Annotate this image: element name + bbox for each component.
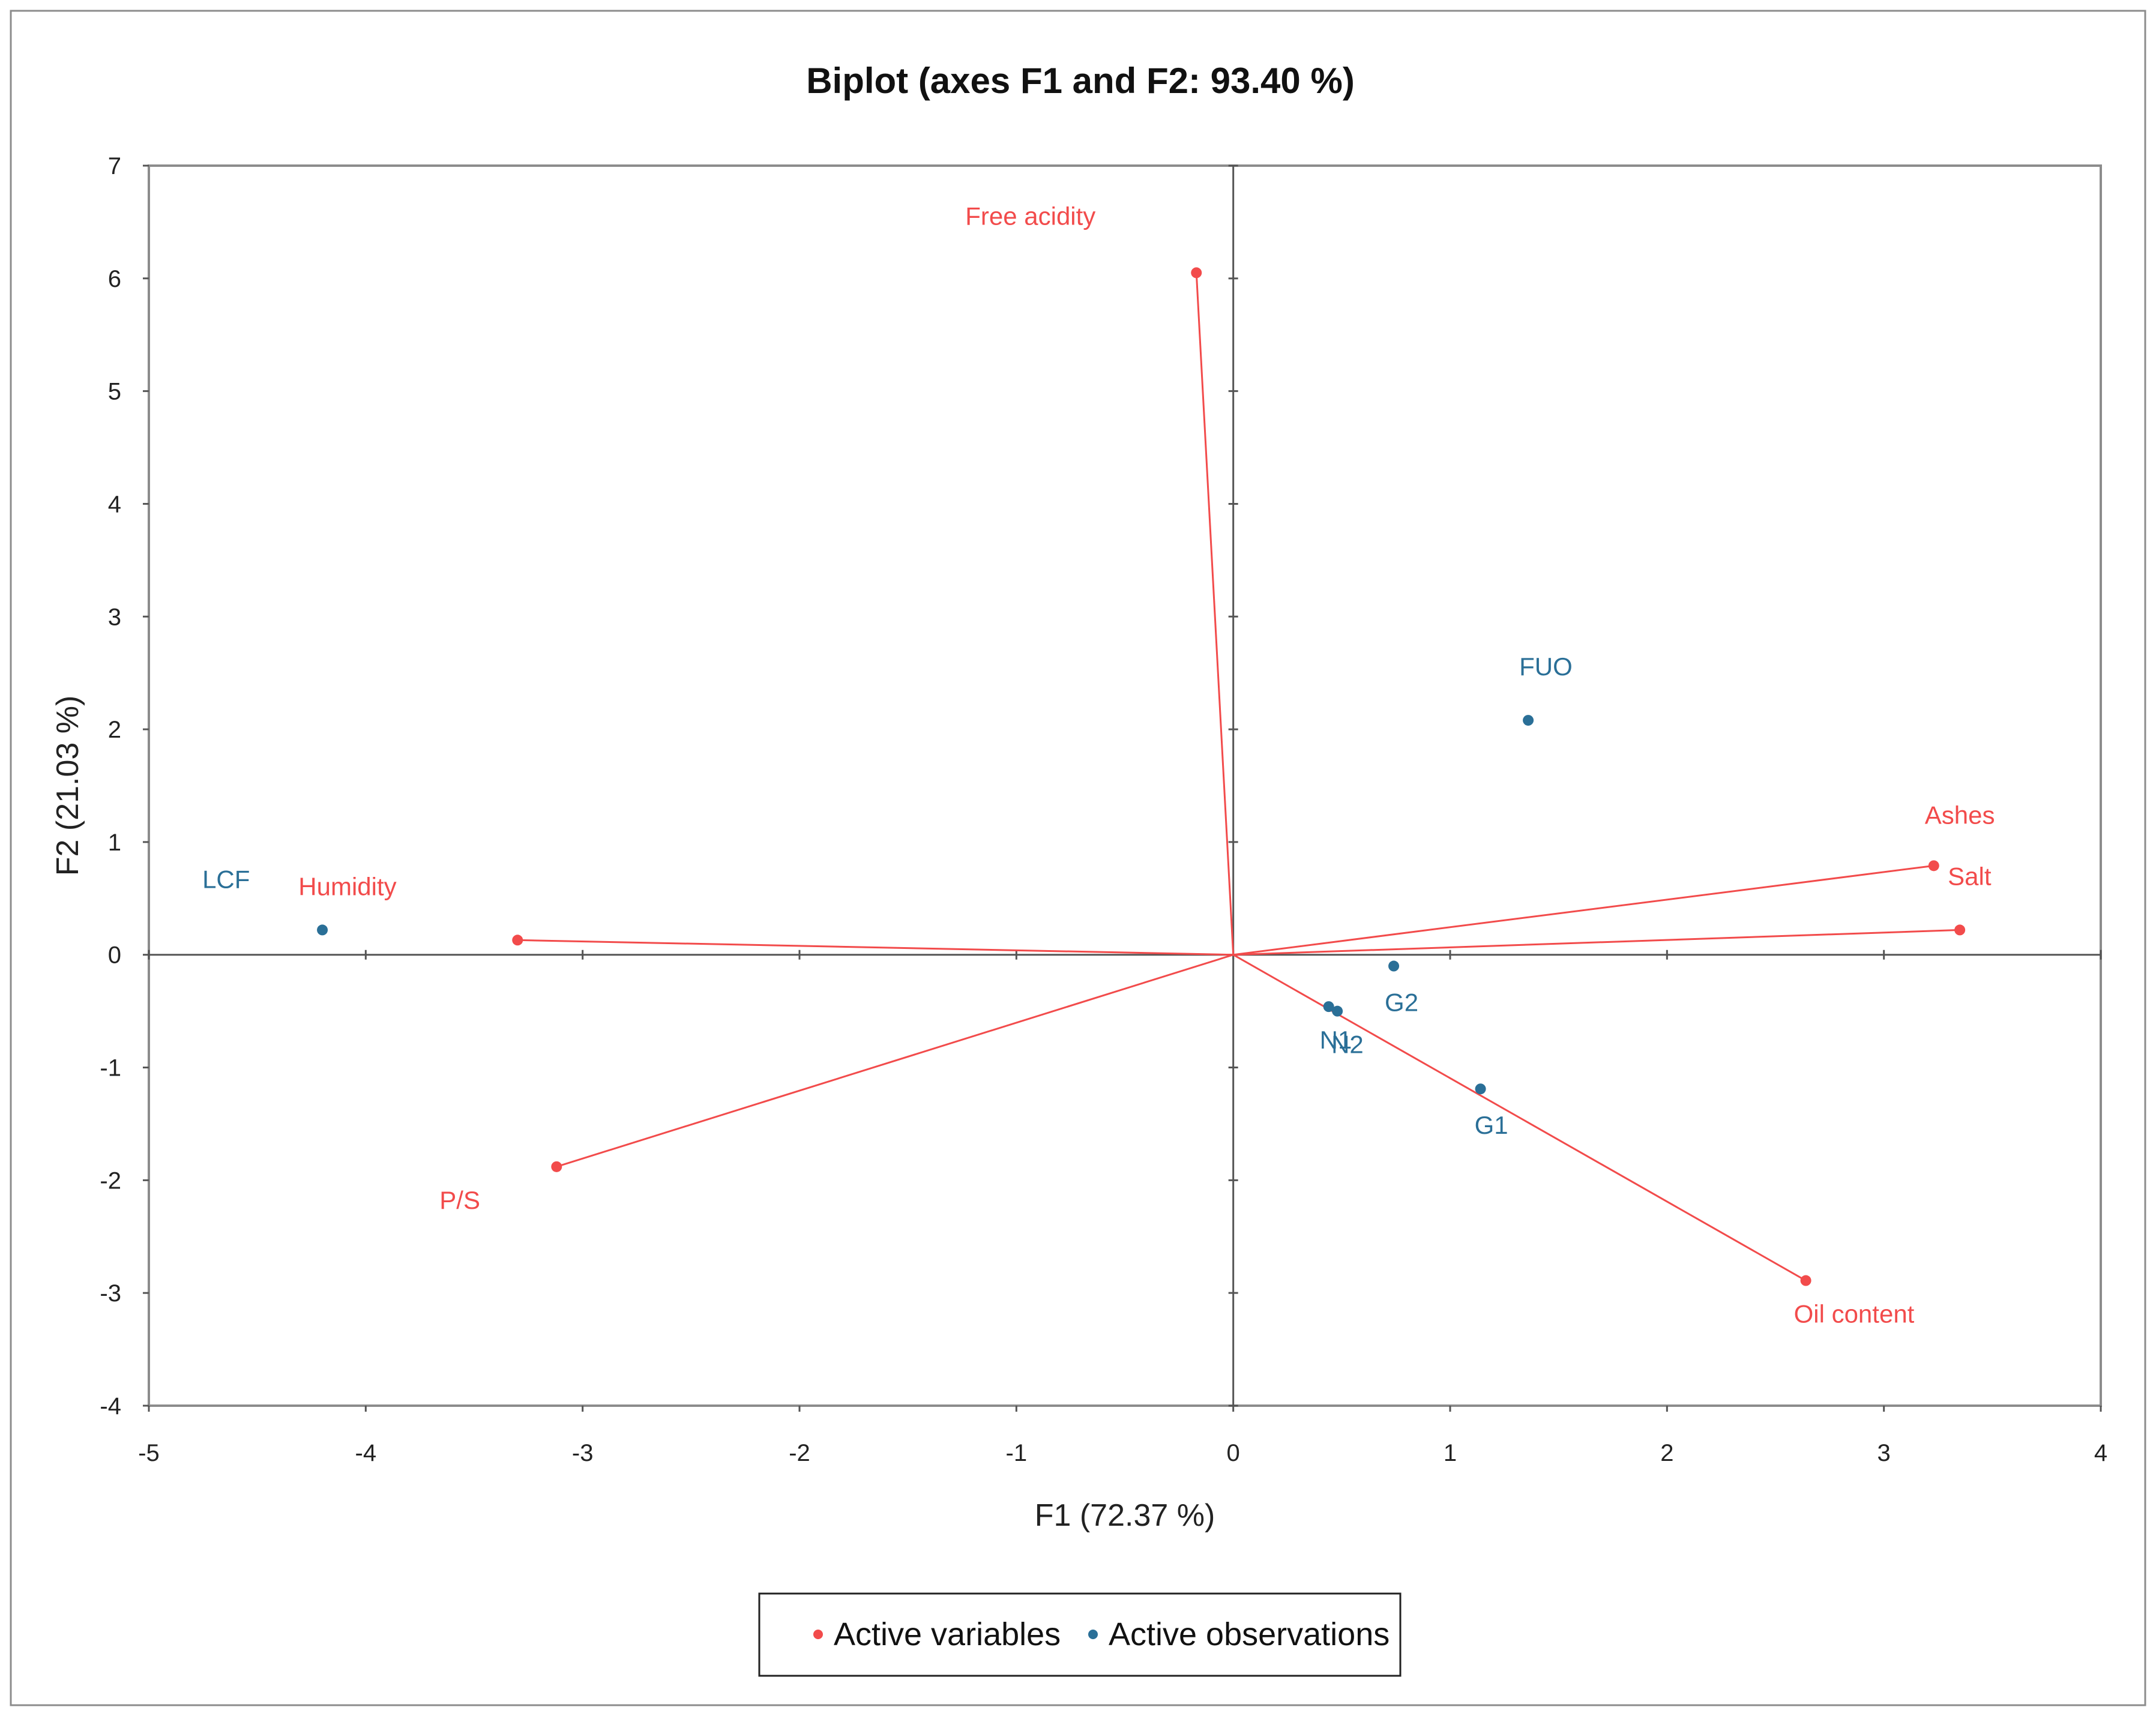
point-label-free-acidity: Free acidity <box>965 202 1095 230</box>
point-label-g1: G1 <box>1475 1111 1508 1139</box>
vector-ashes <box>1233 864 1934 956</box>
y-tick-label: 2 <box>108 717 121 743</box>
y-tick-label: -1 <box>100 1055 121 1082</box>
x-tick-label: -4 <box>355 1440 377 1466</box>
vector-free-acidity <box>1195 272 1235 955</box>
legend-label-observations: Active observations <box>1109 1616 1390 1652</box>
point-fuo <box>1523 715 1534 726</box>
x-tick-label: -3 <box>572 1440 594 1466</box>
x-tick-label: 0 <box>1227 1440 1240 1466</box>
legend-label-variables: Active variables <box>834 1616 1061 1652</box>
point-lcf <box>317 924 328 936</box>
legend-box <box>758 1592 1402 1677</box>
point-ashes <box>1928 860 1939 872</box>
y-tick-label: 4 <box>108 491 121 517</box>
point-oil-content <box>1800 1275 1811 1286</box>
point-label-ashes: Ashes <box>1925 801 1995 829</box>
y-axis-title: F2 (21.03 %) <box>50 696 85 876</box>
points-layer <box>317 267 1966 1286</box>
axes-layer: -5 -4 -3 -2 -1 0 1 2 3 4 -4 -3 -2 -1 0 1 2 3 4 5 6 7 <box>100 153 2107 1466</box>
point-label-humidity: Humidity <box>298 872 396 900</box>
point-label-g2: G2 <box>1385 989 1418 1017</box>
point-label-p-s: P/S <box>439 1186 480 1214</box>
point-g2 <box>1388 960 1400 972</box>
vector-p-s <box>556 954 1234 1168</box>
point-n1 <box>1323 1001 1334 1013</box>
x-tick-label: 1 <box>1444 1440 1457 1466</box>
y-tick-label: 0 <box>108 942 121 969</box>
x-tick-label: -1 <box>1006 1440 1028 1466</box>
x-tick-label: 4 <box>2094 1440 2107 1466</box>
point-label-lcf: LCF <box>202 865 250 893</box>
x-tick-label: 3 <box>1877 1440 1891 1466</box>
x-tick-label: -2 <box>789 1440 810 1466</box>
point-g1 <box>1475 1083 1486 1095</box>
legend: Active variables Active observations <box>758 1592 1402 1677</box>
y-tick-label: 5 <box>108 379 121 405</box>
y-tick-label: 3 <box>108 604 121 630</box>
vector-salt <box>1233 929 1960 956</box>
x-axis-title: F1 (72.37 %) <box>1035 1498 1215 1533</box>
point-salt <box>1954 924 1966 936</box>
y-tick-label: -2 <box>100 1167 121 1194</box>
legend-marker-observations <box>1088 1630 1098 1639</box>
legend-marker-variables <box>813 1630 823 1639</box>
point-p-s <box>551 1161 562 1172</box>
point-label-fuo: FUO <box>1519 652 1573 681</box>
point-n2 <box>1332 1005 1343 1017</box>
point-label-salt: Salt <box>1948 862 1992 890</box>
plot-area <box>148 164 2102 1407</box>
y-tick-label: 1 <box>108 829 121 856</box>
y-tick-label: 6 <box>108 266 121 292</box>
x-tick-label: 2 <box>1660 1440 1673 1466</box>
point-label-oil-content: Oil content <box>1794 1300 1915 1328</box>
y-tick-label: -3 <box>100 1280 121 1307</box>
point-label-n2: N2 <box>1331 1031 1364 1059</box>
chart-title: Biplot (axes F1 and F2: 93.40 %) <box>806 61 1355 101</box>
point-humidity <box>512 935 523 946</box>
point-free-acidity <box>1191 267 1202 278</box>
x-tick-label: -5 <box>138 1440 160 1466</box>
point-label-n1: N1 <box>1320 1026 1352 1054</box>
y-tick-label: -4 <box>100 1393 121 1419</box>
labels-layer: Free acidity Humidity P/S Ashes Salt Oil cont… <box>202 202 1995 1328</box>
y-tick-label: 7 <box>108 153 121 179</box>
vector-humidity <box>517 939 1233 956</box>
